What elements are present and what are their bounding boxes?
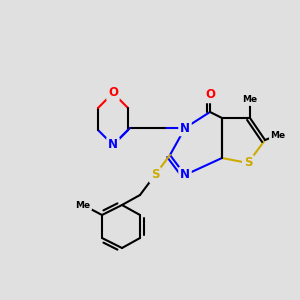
Text: Me: Me (242, 95, 258, 104)
Text: Me: Me (75, 200, 91, 209)
Text: S: S (244, 157, 252, 169)
Text: S: S (151, 169, 159, 182)
Text: Me: Me (270, 130, 286, 140)
Text: N: N (108, 139, 118, 152)
Text: N: N (180, 169, 190, 182)
Text: N: N (180, 122, 190, 134)
Text: O: O (108, 86, 118, 100)
Text: O: O (205, 88, 215, 101)
